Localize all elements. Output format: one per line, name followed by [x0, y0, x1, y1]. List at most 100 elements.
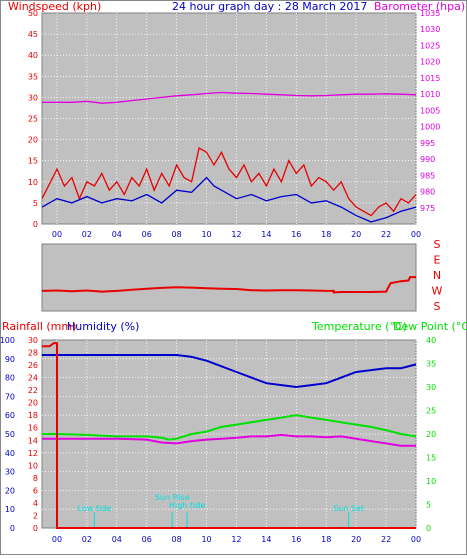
time-tick: 00	[411, 230, 421, 239]
rainfall-tick: 22	[28, 386, 38, 395]
time-tick: 20	[351, 535, 361, 544]
barometer-tick: 980	[420, 188, 435, 197]
time-tick: 10	[201, 230, 211, 239]
graph-title: 24 hour graph day : 28 March 2017	[172, 0, 367, 13]
rainfall-tick: 2	[33, 511, 38, 520]
time-tick: 20	[351, 230, 361, 239]
time-tick: 10	[201, 535, 211, 544]
time-tick: 12	[231, 230, 241, 239]
humidity-tick: 20	[5, 486, 15, 495]
barometer-tick: 1010	[420, 90, 440, 99]
temperature-line	[42, 414, 417, 441]
wind-direction-line	[41, 276, 416, 294]
time-tick: 18	[321, 535, 331, 544]
time-tick: 04	[112, 230, 122, 239]
time-tick: 06	[142, 535, 152, 544]
time-tick: 22	[381, 230, 391, 239]
barometer-tick: 990	[420, 155, 435, 164]
time-tick: 00	[52, 535, 62, 544]
rainfall-tick: 0	[33, 524, 38, 533]
windspeed-tick: 25	[28, 115, 38, 124]
dewpoint-axis-label: Dew Point (°C)	[393, 320, 467, 333]
windspeed-tick: 20	[28, 136, 38, 145]
windspeed-tick: 40	[28, 51, 38, 60]
barometer-tick: 995	[420, 139, 435, 148]
humidity-tick: 90	[5, 355, 15, 364]
time-tick: 08	[172, 230, 182, 239]
event-label: High tide	[169, 501, 205, 510]
barometer-tick: 1020	[420, 58, 440, 67]
climate-time-ticks: 00 02 04 06 08 10 12 14 16 18 20 22 00	[52, 535, 421, 544]
direction-label: E	[434, 254, 441, 267]
humidity-tick: 70	[5, 392, 15, 401]
temperature-tick: 35	[426, 360, 436, 369]
humidity-axis-label: Humidity (%)	[67, 320, 139, 333]
time-tick: 00	[411, 535, 421, 544]
rainfall-tick: 14	[28, 436, 38, 445]
wind-grid	[42, 13, 417, 224]
barometer-tick: 1005	[420, 106, 440, 115]
barometer-line	[42, 91, 417, 104]
time-tick: 14	[261, 535, 271, 544]
rainfall-tick: 16	[28, 424, 38, 433]
rainfall-tick: 24	[28, 374, 38, 383]
rainfall-tick: 30	[28, 336, 38, 345]
time-tick: 06	[142, 230, 152, 239]
temperature-tick: 0	[426, 524, 431, 533]
time-tick: 04	[112, 535, 122, 544]
rainfall-tick: 12	[28, 449, 38, 458]
humidity-tick: 50	[5, 430, 15, 439]
time-tick: 22	[381, 535, 391, 544]
direction-label: S	[434, 300, 441, 313]
temperature-tick: 25	[426, 407, 436, 416]
humidity-tick: 80	[5, 374, 15, 383]
temperature-axis-label: Temperature (°C)	[311, 320, 407, 333]
temperature-tick: 20	[426, 430, 436, 439]
humidity-tick: 0	[10, 524, 15, 533]
average-wind-line	[41, 176, 417, 223]
time-tick: 14	[261, 230, 271, 239]
barometer-axis-label: Barometer (hpa)	[374, 0, 465, 13]
wind-time-ticks: 00 02 04 06 08 10 12 14 16 18 20 22 00	[52, 230, 421, 239]
time-tick: 08	[172, 535, 182, 544]
direction-label: S	[434, 238, 441, 251]
barometer-tick: 1030	[420, 25, 440, 34]
direction-label: W	[432, 285, 443, 298]
time-tick: 16	[291, 230, 301, 239]
barometer-tick: 985	[420, 171, 435, 180]
barometer-tick: 975	[420, 204, 435, 213]
barometer-tick: 1035	[420, 9, 440, 18]
time-tick: 02	[82, 535, 92, 544]
temperature-tick: 30	[426, 383, 436, 392]
time-tick: 02	[82, 230, 92, 239]
direction-plot-area	[41, 243, 417, 312]
time-tick: 16	[291, 535, 301, 544]
event-label: Low tide	[78, 504, 112, 513]
rainfall-tick: 6	[33, 486, 38, 495]
gust-line	[41, 146, 417, 217]
direction-label: N	[433, 269, 441, 282]
windspeed-tick: 5	[33, 199, 38, 208]
humidity-tick: 60	[5, 411, 15, 420]
humidity-tick: 10	[5, 505, 15, 514]
temperature-ticks: 0 5 10 15 20 25 30 35 40	[426, 336, 436, 533]
windspeed-tick: 45	[28, 30, 38, 39]
barometer-tick: 1015	[420, 74, 440, 83]
temperature-tick: 10	[426, 477, 436, 486]
rainfall-tick: 8	[33, 474, 38, 483]
humidity-ticks: 0 10 20 30 40 50 60 70 80 90 100	[0, 336, 15, 533]
rainfall-tick: 18	[28, 411, 38, 420]
windspeed-tick: 15	[28, 157, 38, 166]
windspeed-tick: 30	[28, 93, 38, 102]
humidity-tick: 40	[5, 449, 15, 458]
windspeed-tick: 50	[28, 9, 38, 18]
rainfall-tick: 28	[28, 349, 38, 358]
rainfall-tick: 4	[33, 499, 38, 508]
dewpoint-line	[42, 433, 416, 447]
event-label: Sun Set	[333, 504, 364, 513]
